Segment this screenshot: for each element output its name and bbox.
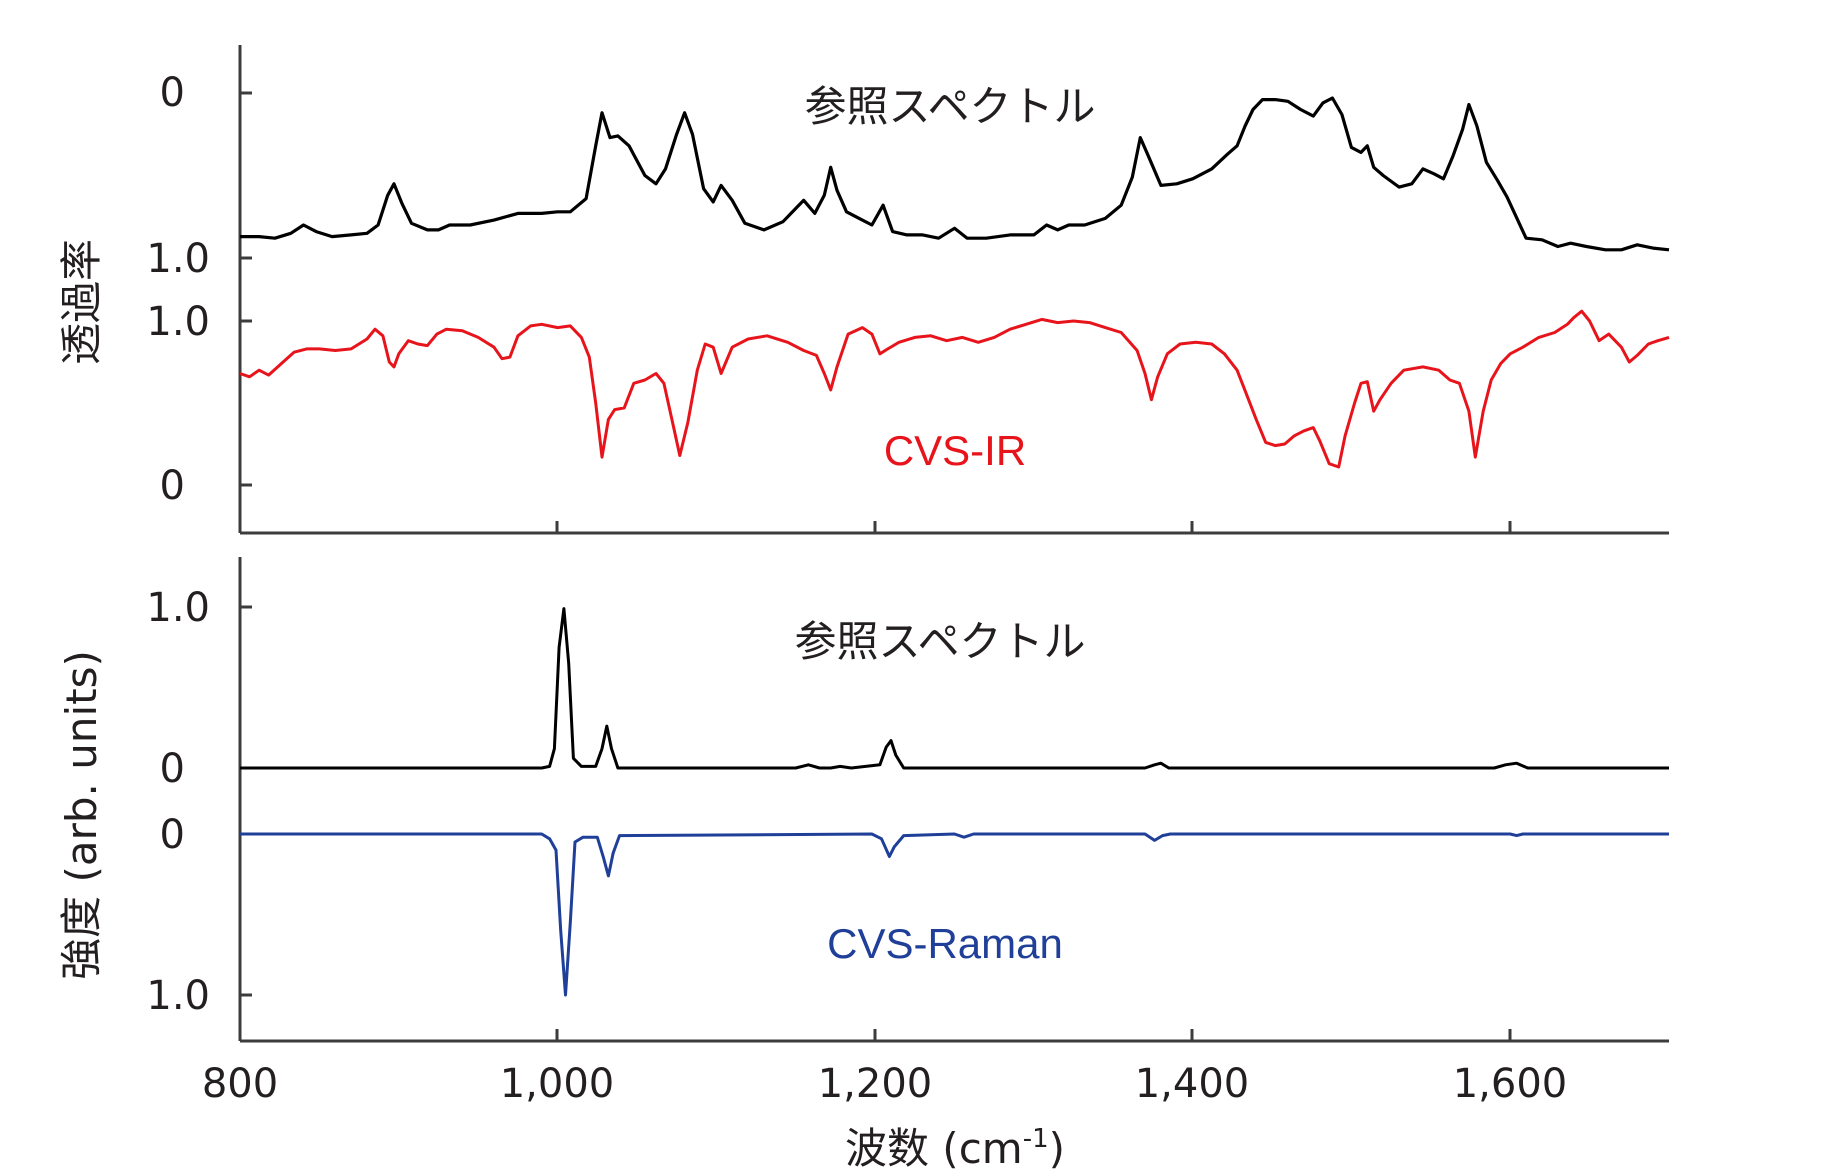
- x-axis-label-close: ): [1049, 1124, 1065, 1173]
- ytick-label-raman-1: 1.0: [146, 973, 210, 1019]
- bottom-y-axis-label: 強度 (arb. units): [57, 650, 106, 980]
- xtick-label-800: 800: [202, 1061, 278, 1107]
- ytick-label-top-0: 0: [160, 70, 185, 116]
- xtick-label-1600: 1,600: [1453, 1061, 1568, 1107]
- series-line-bottom-reference: [240, 607, 1669, 770]
- annotation-cvs-raman: CVS-Raman: [827, 920, 1063, 967]
- x-axis-label: 波数 (cm-1): [845, 1124, 1065, 1173]
- xtick-label-1400: 1,400: [1135, 1061, 1250, 1107]
- ytick-label-ir-1: 1.0: [146, 299, 210, 345]
- annotation-bottom-reference: 参照スペクトル: [794, 617, 1085, 666]
- x-axis-label-main: 波数 (cm: [845, 1124, 1023, 1173]
- annotation-top-reference: 参照スペクトル: [804, 82, 1095, 131]
- ytick-label-raman-0: 0: [160, 812, 185, 858]
- series-line-cvs-ir: [239, 309, 1670, 469]
- ytick-label-top-1: 1.0: [146, 236, 210, 282]
- ytick-label-ir-0: 0: [160, 463, 185, 509]
- xtick-label-1200: 1,200: [818, 1061, 933, 1107]
- ytick-label-bref-0: 0: [160, 746, 185, 792]
- top-panel-axes: [238, 45, 1669, 535]
- series-line-cvs-raman: [240, 832, 1669, 997]
- annotation-cvs-ir: CVS-IR: [884, 427, 1026, 474]
- xtick-label-1000: 1,000: [500, 1061, 615, 1107]
- x-axis-label-superscript: -1: [1023, 1124, 1049, 1154]
- series-line-top-reference: [240, 96, 1670, 252]
- top-y-axis-label: 透過率: [57, 239, 106, 365]
- ytick-label-bref-1: 1.0: [146, 585, 210, 631]
